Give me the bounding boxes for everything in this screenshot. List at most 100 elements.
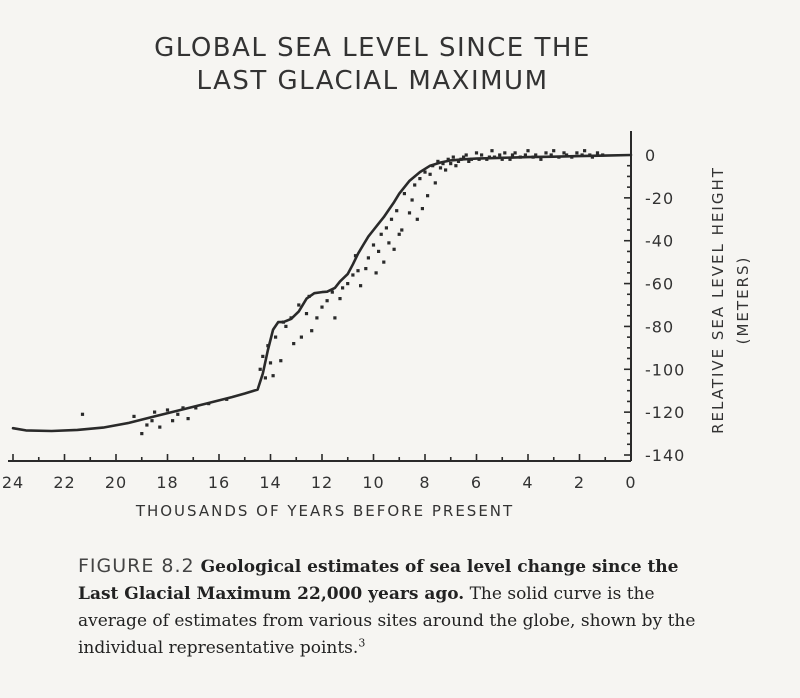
data-point	[176, 412, 180, 416]
data-point	[266, 344, 270, 348]
chart-axes	[8, 131, 632, 462]
data-point	[436, 159, 440, 163]
data-point	[274, 335, 278, 339]
data-point	[346, 282, 350, 286]
data-point	[490, 149, 494, 153]
data-point	[544, 151, 548, 155]
data-point	[359, 284, 363, 288]
y-tick-label: -120	[645, 403, 685, 422]
data-point	[413, 183, 417, 187]
y-tick-label: -140	[645, 446, 685, 465]
y-axis-title: RELATIVE SEA LEVEL HEIGHT	[709, 166, 727, 434]
data-point	[387, 241, 391, 245]
data-point	[451, 155, 455, 159]
data-point	[397, 232, 401, 236]
data-point	[428, 172, 432, 176]
data-point	[410, 198, 414, 202]
data-point	[480, 153, 484, 157]
data-point	[207, 402, 211, 406]
x-axis-title: THOUSANDS OF YEARS BEFORE PRESENT	[135, 502, 514, 520]
data-point	[595, 151, 600, 155]
data-point	[464, 153, 468, 157]
data-point	[462, 155, 466, 159]
data-point	[526, 149, 530, 153]
x-tick-label: 20	[105, 473, 127, 492]
data-point	[580, 153, 584, 157]
data-point	[534, 153, 538, 157]
data-point	[423, 170, 427, 174]
data-point	[181, 406, 185, 410]
data-point	[415, 217, 419, 221]
data-point	[469, 157, 473, 161]
caption-body: The solid curve is the average of estima…	[78, 584, 696, 658]
data-point	[364, 267, 368, 271]
x-tick-label: 10	[362, 473, 384, 492]
data-point	[395, 209, 399, 213]
data-point	[508, 157, 512, 161]
x-tick-label: 6	[471, 473, 482, 492]
data-point	[80, 412, 85, 416]
y-tick-label: 0	[645, 146, 656, 165]
data-point	[186, 417, 190, 421]
average-curve-group	[11, 153, 633, 433]
figure-caption: FIGURE 8.2 Geological estimates of sea le…	[78, 553, 698, 662]
data-point	[333, 316, 337, 320]
data-point	[402, 192, 406, 196]
data-point	[523, 153, 527, 157]
data-point	[371, 243, 376, 247]
data-point	[377, 249, 381, 253]
data-point	[140, 432, 144, 436]
data-point	[150, 419, 154, 423]
data-point	[418, 177, 422, 181]
sea-level-chart: 24 22 20 18 16 14 12 10 8 6 4 2 00-20-40-60-80-100-1…	[2, 131, 752, 520]
data-point	[562, 151, 566, 155]
data-point	[474, 151, 479, 155]
x-tick-label: 8	[419, 473, 430, 492]
data-point	[444, 168, 448, 172]
data-point	[258, 367, 262, 371]
data-point	[132, 414, 136, 418]
data-point	[379, 232, 383, 236]
data-point	[292, 342, 296, 346]
data-point	[281, 320, 285, 324]
data-points-group	[80, 149, 605, 436]
y-tick-label: -40	[645, 232, 674, 251]
data-point	[289, 316, 293, 320]
data-point	[467, 159, 471, 163]
data-point	[297, 303, 301, 307]
data-point	[304, 312, 309, 316]
data-point	[299, 335, 303, 339]
data-point	[552, 149, 556, 153]
chart-title-line-1: GLOBAL SEA LEVEL SINCE THE	[154, 33, 591, 63]
x-tick-label: 2	[574, 473, 585, 492]
data-point	[194, 406, 198, 410]
data-point	[539, 157, 543, 161]
data-point	[431, 164, 435, 168]
data-point	[153, 410, 157, 414]
caption-footnote-marker: 3	[358, 636, 366, 650]
data-point	[420, 207, 424, 211]
data-point	[171, 419, 175, 423]
data-point	[307, 294, 311, 298]
data-point	[268, 361, 273, 365]
y-tick-label: -60	[645, 275, 674, 294]
data-point	[492, 155, 497, 159]
data-point	[510, 153, 515, 157]
data-point	[366, 256, 370, 260]
data-point	[271, 374, 275, 378]
figure-label: FIGURE 8.2	[78, 555, 195, 577]
data-point	[441, 162, 445, 166]
data-point	[392, 247, 396, 251]
data-point	[588, 153, 592, 157]
data-point	[449, 162, 453, 166]
data-point	[590, 155, 594, 159]
data-point	[454, 164, 458, 168]
x-tick-label: 14	[259, 473, 281, 492]
data-point	[459, 157, 463, 161]
x-tick-label: 18	[156, 473, 178, 492]
data-point	[284, 324, 288, 328]
x-tick-label: 12	[311, 473, 333, 492]
data-point	[498, 153, 502, 157]
data-point	[382, 260, 386, 264]
data-point	[513, 151, 517, 155]
